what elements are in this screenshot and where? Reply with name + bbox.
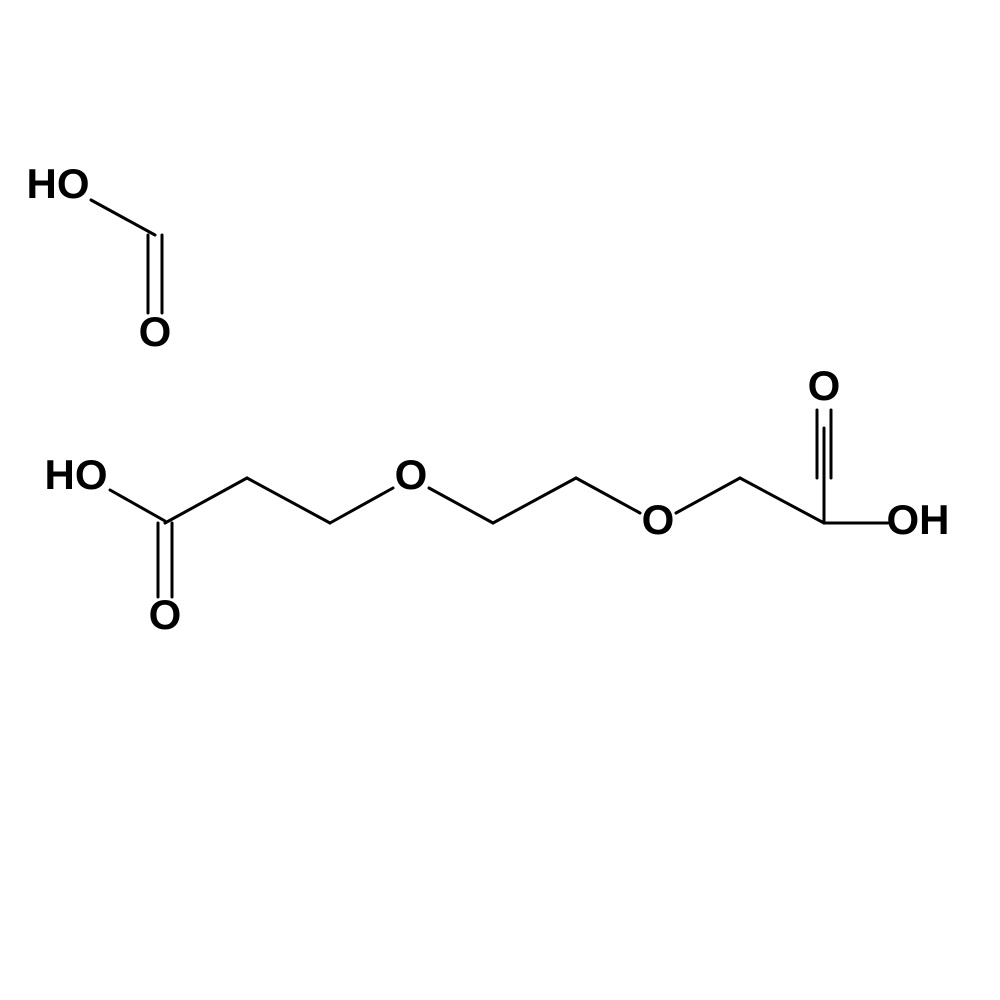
bond xyxy=(330,488,393,523)
labels-layer: HO O O O O OH HO O xyxy=(27,160,950,638)
atom-label-HO_upper: HO xyxy=(27,160,90,207)
bond xyxy=(165,478,247,523)
bond xyxy=(429,488,493,523)
bond xyxy=(576,478,640,513)
bond xyxy=(493,478,576,523)
atom-label-HO_left: HO xyxy=(45,451,108,498)
atom-label-O_eth_l: O xyxy=(395,451,428,498)
atom-label-O_dbl_r: O xyxy=(808,362,841,409)
bond xyxy=(110,490,165,521)
atom-label-O_dbl_u: O xyxy=(139,308,172,355)
bond xyxy=(91,200,155,235)
atom-label-O_dbl_l: O xyxy=(149,591,182,638)
bond xyxy=(740,478,824,523)
bonds-layer xyxy=(91,200,888,597)
bond xyxy=(676,478,740,513)
atom-label-OH_right: OH xyxy=(887,496,950,543)
chemical-structure-diagram: HO O O O O OH HO O xyxy=(0,0,1000,1000)
atom-label-O_eth_r: O xyxy=(642,496,675,543)
bond xyxy=(247,478,330,523)
